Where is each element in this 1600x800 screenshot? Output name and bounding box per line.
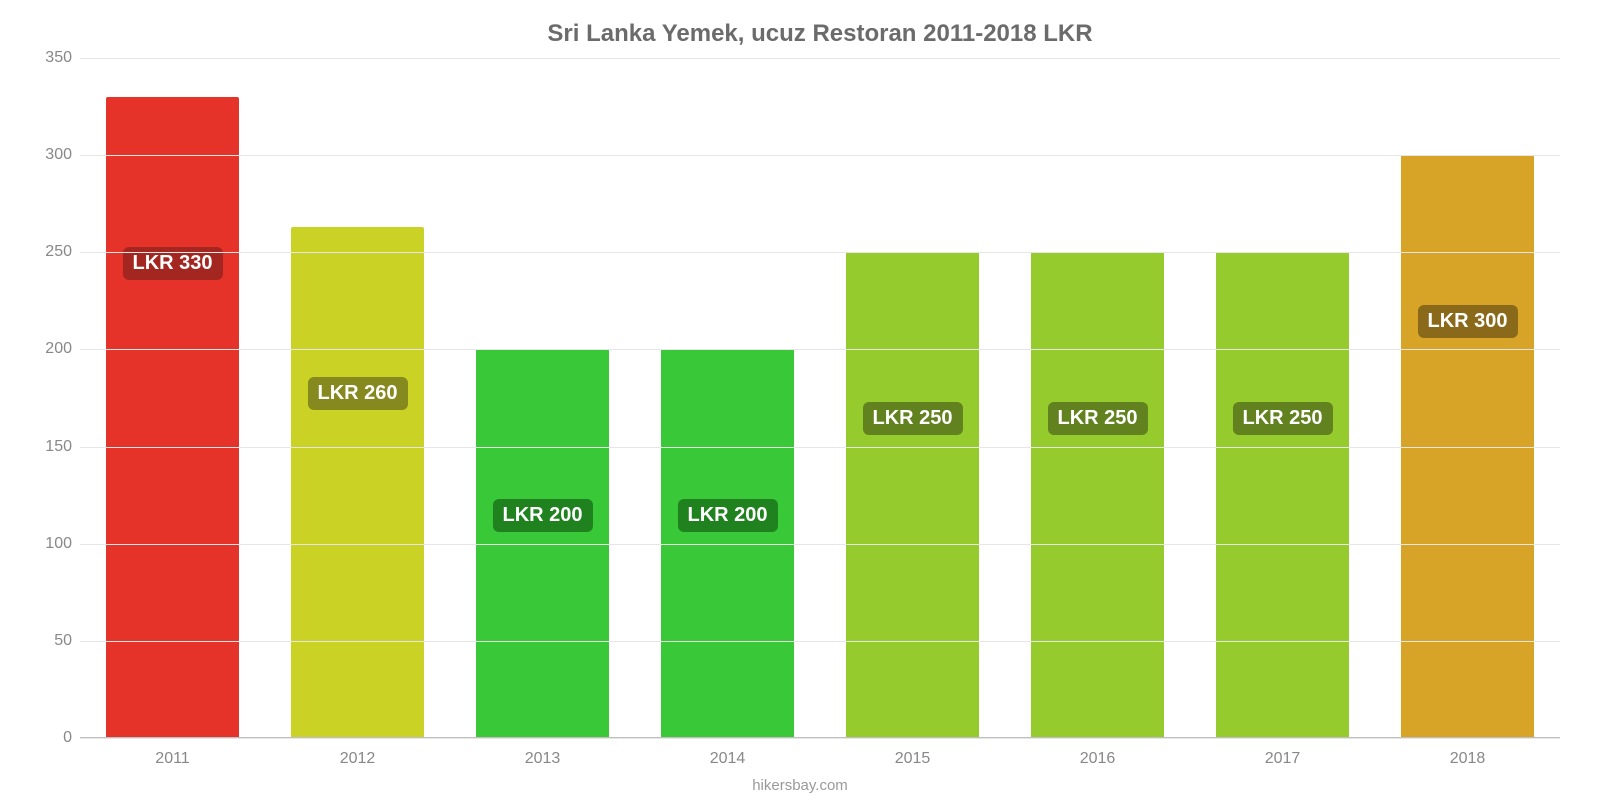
gridline — [80, 155, 1560, 156]
bar-value-label: LKR 260 — [307, 377, 407, 410]
bar-value-label: LKR 200 — [677, 499, 777, 532]
x-tick-label: 2011 — [80, 750, 265, 768]
bar-value-label: LKR 200 — [492, 499, 592, 532]
chart-title: Sri Lanka Yemek, ucuz Restoran 2011-2018… — [80, 20, 1560, 48]
bar-value-label: LKR 250 — [1047, 402, 1147, 435]
gridline — [80, 252, 1560, 253]
gridline — [80, 544, 1560, 545]
bar-value-label: LKR 250 — [1232, 402, 1332, 435]
y-tick-label: 300 — [30, 146, 72, 164]
x-tick-label: 2013 — [450, 750, 635, 768]
x-tick-label: 2016 — [1005, 750, 1190, 768]
y-tick-label: 200 — [30, 340, 72, 358]
bar: LKR 250 — [1216, 252, 1349, 738]
bar-slot: LKR 200 — [635, 58, 820, 738]
y-tick-label: 100 — [30, 535, 72, 553]
attribution-text: hikersbay.com — [0, 777, 1600, 794]
bar-value-label: LKR 250 — [862, 402, 962, 435]
bar: LKR 250 — [846, 252, 979, 738]
bar-slot: LKR 260 — [265, 58, 450, 738]
gridline — [80, 349, 1560, 350]
y-tick-label: 50 — [30, 632, 72, 650]
x-axis-labels: 20112012201320142015201620172018 — [80, 750, 1560, 768]
gridline — [80, 58, 1560, 59]
bar: LKR 250 — [1031, 252, 1164, 738]
x-tick-label: 2018 — [1375, 750, 1560, 768]
bar-slot: LKR 250 — [1190, 58, 1375, 738]
bar-slot: LKR 200 — [450, 58, 635, 738]
bar-value-label: LKR 300 — [1417, 305, 1517, 338]
gridline — [80, 738, 1560, 739]
bar-slot: LKR 250 — [820, 58, 1005, 738]
plot-area: LKR 330 LKR 260 LKR 200 LKR 200 LKR 250 LKR 2… — [80, 58, 1560, 738]
y-tick-label: 250 — [30, 243, 72, 261]
bar-slot: LKR 250 — [1005, 58, 1190, 738]
x-tick-label: 2017 — [1190, 750, 1375, 768]
bar: LKR 260 — [291, 227, 424, 738]
gridline — [80, 447, 1560, 448]
bars-group: LKR 330 LKR 260 LKR 200 LKR 200 LKR 250 LKR 2… — [80, 58, 1560, 738]
x-tick-label: 2015 — [820, 750, 1005, 768]
y-tick-label: 150 — [30, 438, 72, 456]
x-tick-label: 2014 — [635, 750, 820, 768]
chart-container: Sri Lanka Yemek, ucuz Restoran 2011-2018… — [0, 0, 1600, 800]
bar-slot: LKR 300 — [1375, 58, 1560, 738]
gridline — [80, 641, 1560, 642]
bar-slot: LKR 330 — [80, 58, 265, 738]
x-tick-label: 2012 — [265, 750, 450, 768]
y-tick-label: 0 — [30, 729, 72, 747]
y-tick-label: 350 — [30, 49, 72, 67]
plot-inner: LKR 330 LKR 260 LKR 200 LKR 200 LKR 250 LKR 2… — [80, 58, 1560, 738]
